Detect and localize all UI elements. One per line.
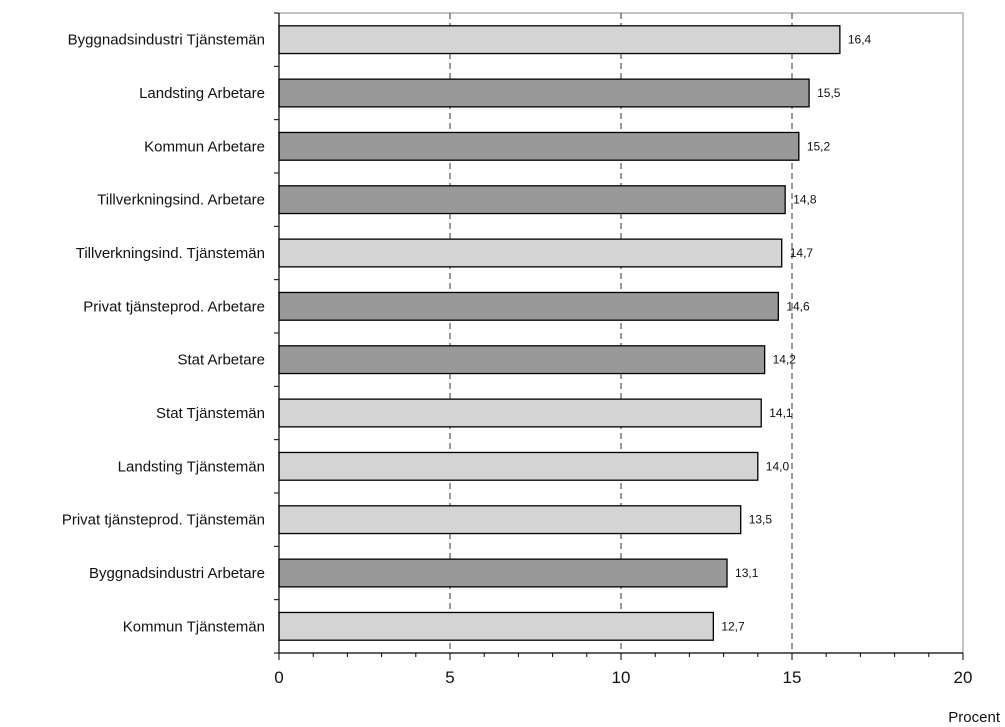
bar [278, 25, 841, 55]
value-label: 15,2 [807, 139, 831, 153]
x-tick-label: 20 [954, 668, 973, 687]
x-tick-label: 5 [445, 668, 454, 687]
bar [278, 558, 728, 588]
category-label: Landsting Arbetare [139, 85, 265, 102]
x-tick-label: 0 [274, 668, 283, 687]
x-axis-title: Procent [948, 709, 1001, 726]
category-label: Byggnadsindustri Tjänstemän [68, 32, 265, 49]
category-label: Byggnadsindustri Arbetare [89, 565, 265, 582]
value-label: 14,0 [766, 459, 790, 473]
value-label: 14,8 [793, 193, 817, 207]
bar [278, 291, 779, 321]
category-label: Stat Arbetare [177, 352, 265, 369]
category-label: Stat Tjänstemän [156, 405, 265, 422]
bar [278, 345, 766, 375]
x-tick-label: 15 [783, 668, 802, 687]
bar [278, 398, 762, 428]
category-label: Kommun Arbetare [144, 138, 265, 155]
value-label: 13,5 [749, 513, 773, 527]
category-label: Privat tjänsteprod. Tjänstemän [62, 512, 265, 529]
category-label: Privat tjänsteprod. Arbetare [83, 298, 265, 315]
value-label: 13,1 [735, 566, 759, 580]
category-label: Tillverkningsind. Tjänstemän [76, 245, 265, 262]
value-label: 14,2 [773, 353, 797, 367]
category-label: Landsting Tjänstemän [118, 458, 265, 475]
x-axis-ticks [274, 12, 964, 660]
bar [278, 78, 810, 108]
value-label: 14,7 [790, 246, 814, 260]
bar [278, 611, 714, 641]
value-label: 12,7 [721, 619, 745, 633]
bar [278, 505, 742, 535]
category-label: Kommun Tjänstemän [123, 618, 265, 635]
bar [278, 185, 786, 215]
category-label: Tillverkningsind. Arbetare [97, 192, 265, 209]
bars [278, 25, 841, 641]
bar [278, 451, 759, 481]
value-label: 14,1 [769, 406, 793, 420]
grid-lines [449, 13, 793, 653]
value-label: 16,4 [848, 33, 872, 47]
x-tick-label: 10 [612, 668, 631, 687]
bar [278, 131, 800, 161]
value-label: 14,6 [786, 299, 810, 313]
value-label: 15,5 [817, 86, 841, 100]
bar [278, 238, 783, 268]
labels: Byggnadsindustri Tjänstemän 16,4 Landsting… [62, 32, 973, 687]
